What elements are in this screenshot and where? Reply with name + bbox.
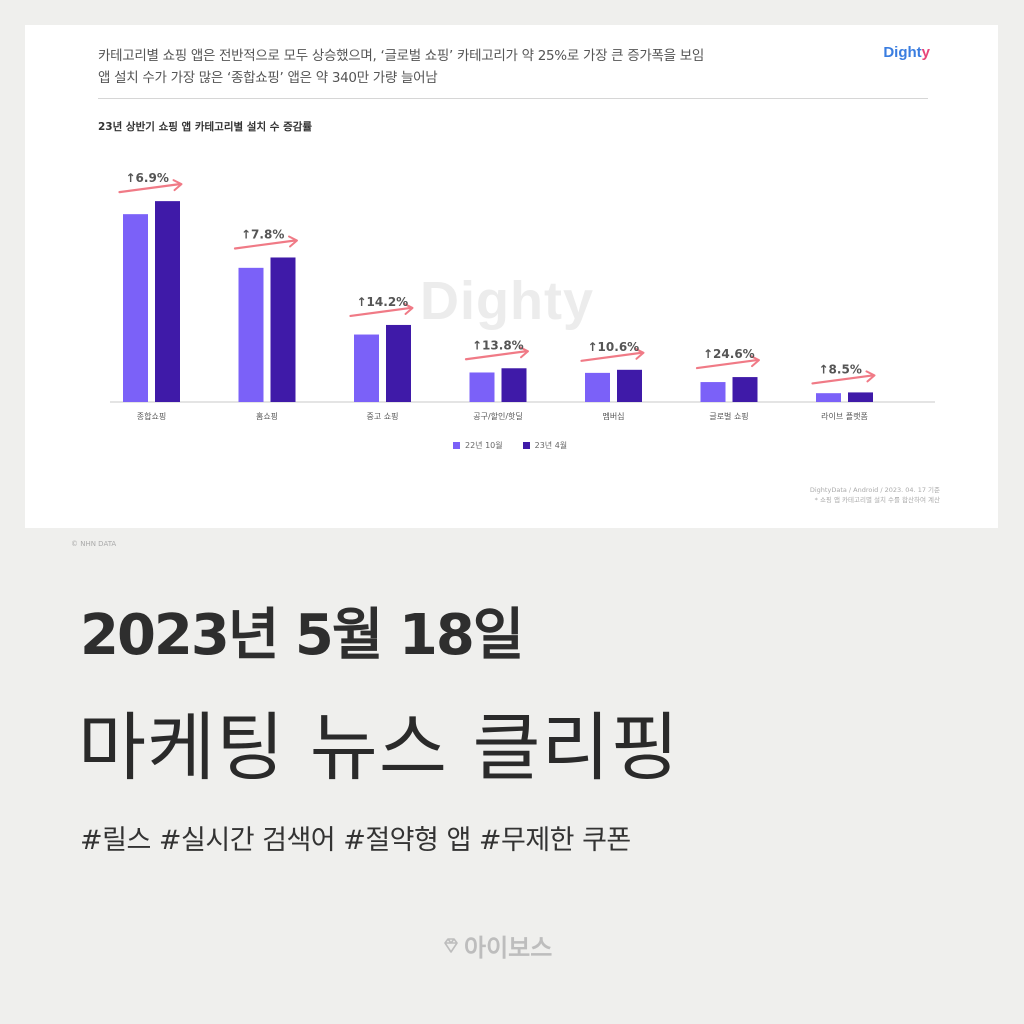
growth-label-1: ↑6.9% bbox=[126, 171, 169, 185]
dighty-watermark: Dighty bbox=[420, 271, 594, 331]
diamond-icon bbox=[444, 937, 458, 953]
bar-1-5 bbox=[585, 372, 610, 402]
hashtags: #릴스 #실시간 검색어 #절약형 앱 #무제한 쿠폰 bbox=[80, 825, 631, 856]
bar-1-7 bbox=[816, 393, 841, 402]
bar-1-1 bbox=[123, 214, 148, 402]
headline-line-1: 카테고리별 쇼핑 앱은 전반적으로 모두 상승했으며, ‘글로벌 쇼핑’ 카테고… bbox=[98, 48, 704, 64]
chart-card: 카테고리별 쇼핑 앱은 전반적으로 모두 상승했으며, ‘글로벌 쇼핑’ 카테고… bbox=[25, 25, 998, 548]
growth-arrowhead-1 bbox=[172, 179, 183, 192]
legend-item-2: 23년 4월 bbox=[522, 440, 568, 451]
bar-2-4 bbox=[501, 368, 527, 402]
category-label-4: 공구/할인/핫딜 bbox=[473, 411, 523, 421]
source-line-1: DightyData / Android / 2023. 04. 17 기준 bbox=[809, 486, 940, 494]
legend-label-1: 22년 10월 bbox=[465, 441, 503, 450]
footer-logo-text: 아이보스 bbox=[464, 934, 553, 962]
copyright-label: © NHN DATA bbox=[71, 540, 117, 548]
growth-arrow-6 bbox=[695, 358, 759, 370]
legend-item-1: 22년 10월 bbox=[453, 440, 503, 451]
category-label-1: 종합쇼핑 bbox=[137, 411, 166, 421]
category-label-7: 라이브 플랫폼 bbox=[821, 411, 868, 421]
growth-arrowhead-5 bbox=[634, 347, 645, 360]
growth-label-6: ↑24.6% bbox=[703, 347, 755, 361]
category-label-3: 중고 쇼핑 bbox=[367, 411, 399, 421]
page-title: 마케팅 뉴스 클리핑 bbox=[78, 705, 680, 791]
bar-2-7 bbox=[848, 392, 873, 402]
divider bbox=[98, 98, 928, 99]
legend-swatch-1 bbox=[453, 442, 460, 449]
bar-1-4 bbox=[469, 372, 495, 402]
bar-2-1 bbox=[155, 201, 180, 402]
legend-label-2: 23년 4월 bbox=[534, 441, 568, 450]
bar-2-2 bbox=[270, 257, 296, 402]
bar-1-3 bbox=[354, 334, 379, 402]
category-label-2: 홈쇼핑 bbox=[256, 411, 278, 421]
brand-main: Dight bbox=[883, 44, 922, 61]
category-label-5: 멤버십 bbox=[602, 411, 624, 421]
growth-arrow-7 bbox=[811, 374, 874, 385]
category-label-6: 글로벌 쇼핑 bbox=[709, 411, 748, 421]
growth-label-4: ↑13.8% bbox=[472, 338, 524, 352]
source-line-2: * 쇼핑 앱 카테고리별 설치 수를 합산하여 계산 bbox=[814, 496, 940, 504]
bar-2-3 bbox=[386, 324, 411, 402]
headline-line-2: 앱 설치 수가 가장 많은 ‘종합쇼핑’ 앱은 약 340만 가량 늘어남 bbox=[98, 70, 438, 86]
bar-2-6 bbox=[732, 377, 758, 402]
growth-label-7: ↑8.5% bbox=[819, 362, 862, 376]
footer-logo: 아이보스 bbox=[442, 928, 552, 963]
chart-headline: 카테고리별 쇼핑 앱은 전반적으로 모두 상승했으며, ‘글로벌 쇼핑’ 카테고… bbox=[98, 45, 704, 89]
growth-arrowhead-3 bbox=[403, 302, 414, 315]
growth-label-5: ↑10.6% bbox=[588, 340, 640, 354]
growth-arrow-4 bbox=[464, 350, 528, 361]
growth-arrow-3 bbox=[349, 306, 412, 318]
legend: 22년 10월 23년 4월 bbox=[453, 440, 567, 451]
chart-title: 23년 상반기 쇼핑 앱 카테고리별 설치 수 증감률 bbox=[98, 121, 313, 133]
growth-arrowhead-7 bbox=[865, 370, 876, 383]
bar-1-2 bbox=[238, 267, 264, 402]
bar-chart: ↑6.9% 종합쇼핑 ↑7.8% 홈쇼핑 ↑14.2% 중고 쇼핑 ↑13.8% 공구/할인/… bbox=[110, 171, 935, 421]
brand-tail: y bbox=[921, 44, 930, 61]
page-date: 2023년 5월 18일 bbox=[80, 603, 524, 668]
growth-arrowhead-2 bbox=[288, 235, 298, 248]
bar-1-6 bbox=[700, 382, 726, 402]
growth-label-2: ↑7.8% bbox=[241, 227, 284, 241]
growth-arrow-1 bbox=[118, 183, 181, 194]
growth-arrow-2 bbox=[233, 239, 297, 250]
growth-arrowhead-6 bbox=[750, 355, 760, 368]
growth-arrow-5 bbox=[580, 351, 643, 362]
growth-arrowhead-4 bbox=[519, 346, 529, 359]
bar-2-5 bbox=[617, 369, 642, 402]
growth-label-3: ↑14.2% bbox=[357, 295, 409, 309]
data-source: DightyData / Android / 2023. 04. 17 기준 *… bbox=[810, 485, 940, 505]
legend-swatch-2 bbox=[522, 442, 530, 449]
dighty-logo: Dighty bbox=[883, 44, 930, 61]
